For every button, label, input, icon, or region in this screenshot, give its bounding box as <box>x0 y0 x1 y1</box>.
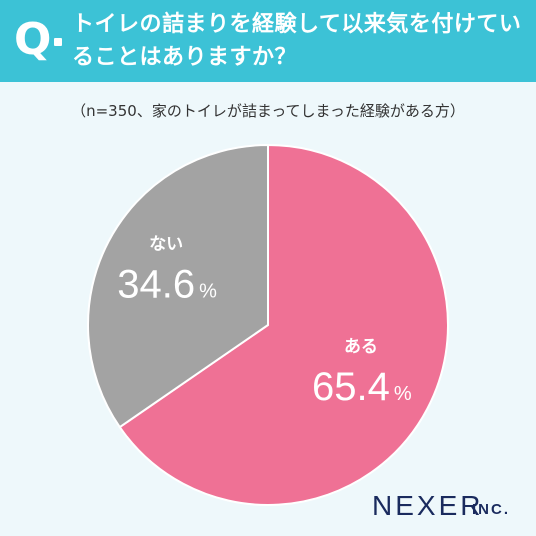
question-text: トイレの詰まりを経験して以来気を付けていることはありますか？ <box>72 12 522 70</box>
pie-slice-no <box>87 143 269 429</box>
nexer-logo-suffix: INC. <box>472 501 510 518</box>
slice-unit-yes: % <box>394 383 412 405</box>
slice-label-no: ない <box>149 235 183 255</box>
slice-value-no: 34.6 <box>117 263 195 307</box>
slice-value-yes: 65.4 <box>312 365 390 409</box>
question-header: Q トイレの詰まりを経験して以来気を付けていることはありますか？ <box>0 0 536 82</box>
q-dot <box>54 38 62 46</box>
sample-note: （n=350、家のトイレが詰まってしまった経験がある方） <box>71 102 465 120</box>
nexer-logo: NEXER <box>372 490 484 521</box>
q-mark: Q <box>14 14 52 65</box>
slice-label-yes: ある <box>344 337 378 357</box>
pie-slice-yes <box>118 143 449 506</box>
slice-unit-no: % <box>199 281 217 303</box>
